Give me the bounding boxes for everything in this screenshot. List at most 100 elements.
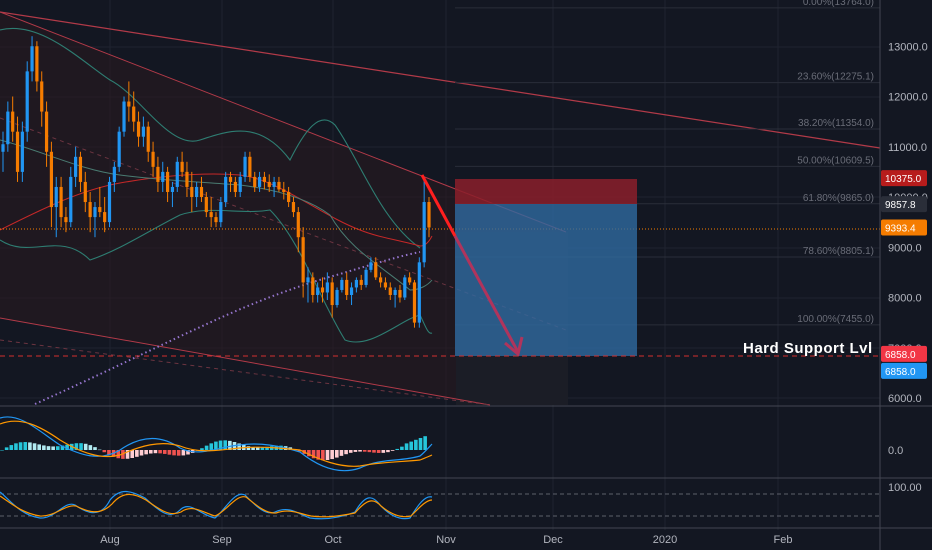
macd-bar bbox=[423, 436, 427, 450]
candle-body bbox=[243, 156, 247, 177]
candle-body bbox=[20, 131, 24, 172]
macd-bar bbox=[139, 450, 144, 456]
candle-body bbox=[291, 202, 296, 213]
time-tick: 2020 bbox=[653, 534, 677, 546]
candle-body bbox=[69, 176, 73, 223]
macd-bar bbox=[223, 440, 227, 450]
candle-body bbox=[267, 181, 271, 187]
candle-body bbox=[93, 207, 97, 218]
stoch-d-line bbox=[0, 493, 433, 518]
candle-body bbox=[25, 71, 29, 132]
candle-body bbox=[330, 282, 334, 306]
time-tick: Nov bbox=[436, 534, 456, 546]
candle-body bbox=[35, 46, 39, 82]
macd-bar bbox=[251, 447, 255, 450]
time-tick: Dec bbox=[543, 534, 563, 546]
candle-body bbox=[195, 186, 199, 197]
candle-body bbox=[272, 181, 276, 187]
price-tags: 10375.0 9857.8 9393.4 6858.0 6858.0 bbox=[881, 170, 927, 379]
price-tag-tag-6858-red bbox=[881, 345, 927, 362]
price-tag-text: 10375.0 bbox=[885, 174, 922, 185]
candle-body bbox=[306, 277, 310, 283]
macd-bar bbox=[88, 445, 93, 450]
macd-bar bbox=[186, 450, 190, 455]
candle-body bbox=[340, 279, 344, 290]
projection-arrow-shaft bbox=[453, 235, 520, 353]
price-tag-text: 6858.0 bbox=[885, 350, 916, 361]
macd-bar bbox=[265, 446, 269, 450]
macd-bar bbox=[14, 443, 18, 450]
stop-loss-zone bbox=[455, 179, 637, 204]
candle-body bbox=[185, 171, 189, 187]
macd-bar bbox=[9, 445, 14, 450]
macd-bar bbox=[228, 440, 232, 450]
candle-body bbox=[122, 101, 126, 132]
macd-bar bbox=[362, 450, 367, 452]
macd-bar bbox=[121, 450, 125, 459]
candle-body bbox=[359, 279, 363, 285]
candle-body bbox=[345, 279, 349, 295]
candle-body bbox=[30, 46, 34, 72]
stoch-100-tick: 100.00 bbox=[888, 482, 922, 494]
candle-body bbox=[64, 217, 68, 223]
sma-teal-line bbox=[0, 139, 433, 291]
macd-bar bbox=[125, 450, 130, 459]
macd-bar bbox=[218, 440, 223, 450]
candle-body bbox=[83, 181, 87, 203]
candle-body bbox=[262, 176, 267, 182]
macd-bar bbox=[0, 450, 4, 451]
candle-body bbox=[224, 176, 228, 203]
macd-bar bbox=[214, 441, 218, 450]
candle-body bbox=[44, 111, 49, 152]
candle-body bbox=[74, 156, 78, 177]
macd-bar bbox=[237, 443, 241, 450]
candle-body bbox=[59, 186, 63, 218]
price-tag-tag-10375 bbox=[881, 170, 927, 187]
macd-bar bbox=[144, 450, 148, 455]
candle-body bbox=[354, 279, 358, 288]
macd-bar bbox=[176, 450, 181, 456]
price-tag-text: 9393.4 bbox=[885, 223, 916, 234]
macd-bar bbox=[307, 450, 311, 457]
candle-body bbox=[88, 202, 92, 218]
bright-red-trend-segment bbox=[420, 174, 457, 237]
candle-body bbox=[156, 166, 160, 182]
candle-body bbox=[49, 151, 54, 208]
macd-bar bbox=[260, 447, 265, 450]
candle-body bbox=[15, 131, 20, 172]
macd-bar bbox=[149, 450, 153, 454]
macd-zero-tick: 0.0 bbox=[888, 445, 903, 457]
macd-bar bbox=[414, 439, 418, 450]
candle-body bbox=[228, 176, 233, 182]
candle-body bbox=[54, 186, 58, 208]
macd-bar bbox=[372, 450, 376, 453]
macd-bar bbox=[107, 450, 111, 455]
candle-body bbox=[98, 207, 102, 213]
macd-bar bbox=[348, 450, 353, 453]
candle-body bbox=[219, 202, 223, 223]
macd-bar bbox=[246, 446, 251, 450]
candle-body bbox=[253, 176, 257, 187]
macd-bar bbox=[135, 450, 139, 457]
macd-bar bbox=[297, 450, 302, 452]
candle-body bbox=[369, 262, 373, 270]
candle-body bbox=[248, 156, 252, 177]
macd-signal-line bbox=[0, 420, 433, 467]
macd-bar bbox=[42, 445, 46, 450]
candle-body bbox=[190, 186, 194, 197]
macd-bar bbox=[83, 443, 88, 450]
candle-body bbox=[427, 202, 431, 228]
macd-bar bbox=[74, 443, 79, 450]
macd-bar bbox=[344, 450, 348, 455]
macd-bar bbox=[79, 443, 83, 450]
macd-bar bbox=[330, 450, 334, 460]
candle-body bbox=[103, 212, 107, 223]
macd-bar bbox=[32, 443, 37, 450]
candle-body bbox=[78, 156, 83, 182]
candle-body bbox=[175, 161, 179, 187]
channel-bottom-line bbox=[0, 317, 491, 406]
macd-bar bbox=[316, 450, 320, 460]
candle-body bbox=[335, 289, 339, 306]
candle-body bbox=[146, 126, 150, 152]
